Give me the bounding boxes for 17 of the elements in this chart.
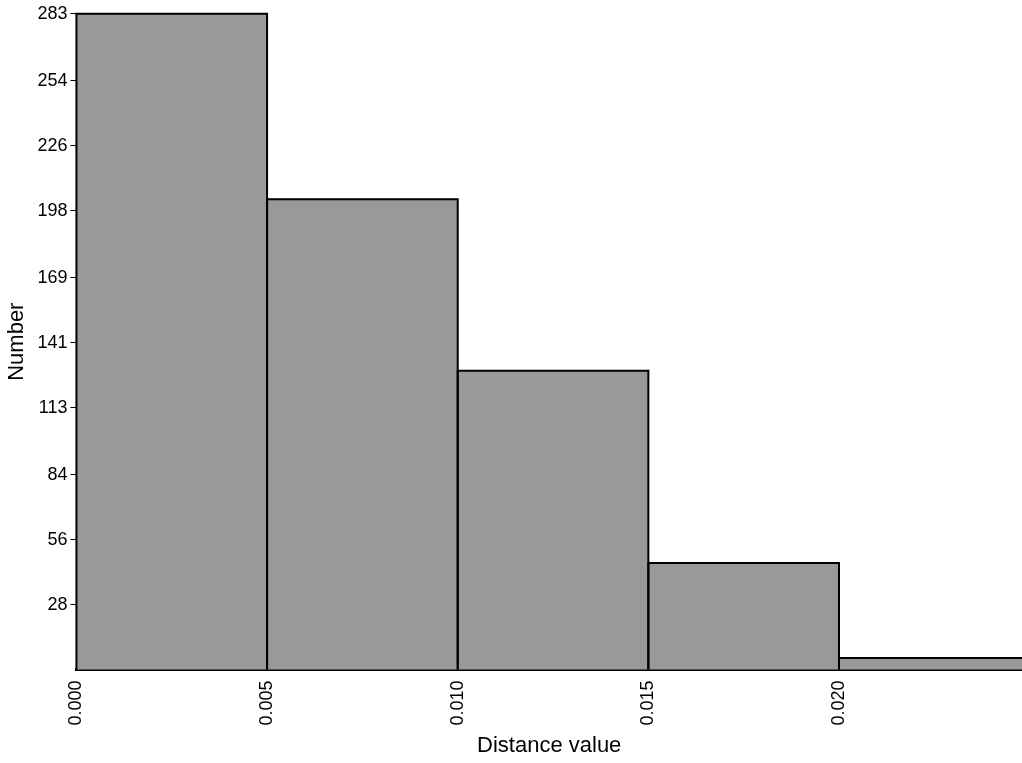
- y-tick-label: 56: [47, 528, 68, 549]
- y-tick-label: 169: [37, 266, 68, 287]
- y-tick-label: 141: [37, 331, 68, 352]
- x-axis-title: Distance value: [477, 731, 622, 757]
- x-tick-label: 0.010: [446, 680, 467, 726]
- y-tick-label: 283: [37, 2, 68, 23]
- y-tick-label: 84: [47, 463, 68, 484]
- y-tick-label: 226: [37, 134, 68, 155]
- x-tick-label: 0.000: [65, 680, 86, 726]
- y-tick-label: 113: [38, 396, 68, 417]
- y-axis-title: Number: [3, 302, 29, 381]
- x-tick-label: 0.020: [827, 680, 848, 726]
- y-tick-label: 28: [47, 593, 68, 614]
- y-tick-label: 198: [37, 199, 68, 220]
- x-tick-label: 0.005: [256, 680, 277, 726]
- y-tick-label: 254: [37, 69, 68, 90]
- x-tick-label: 0.015: [637, 680, 658, 726]
